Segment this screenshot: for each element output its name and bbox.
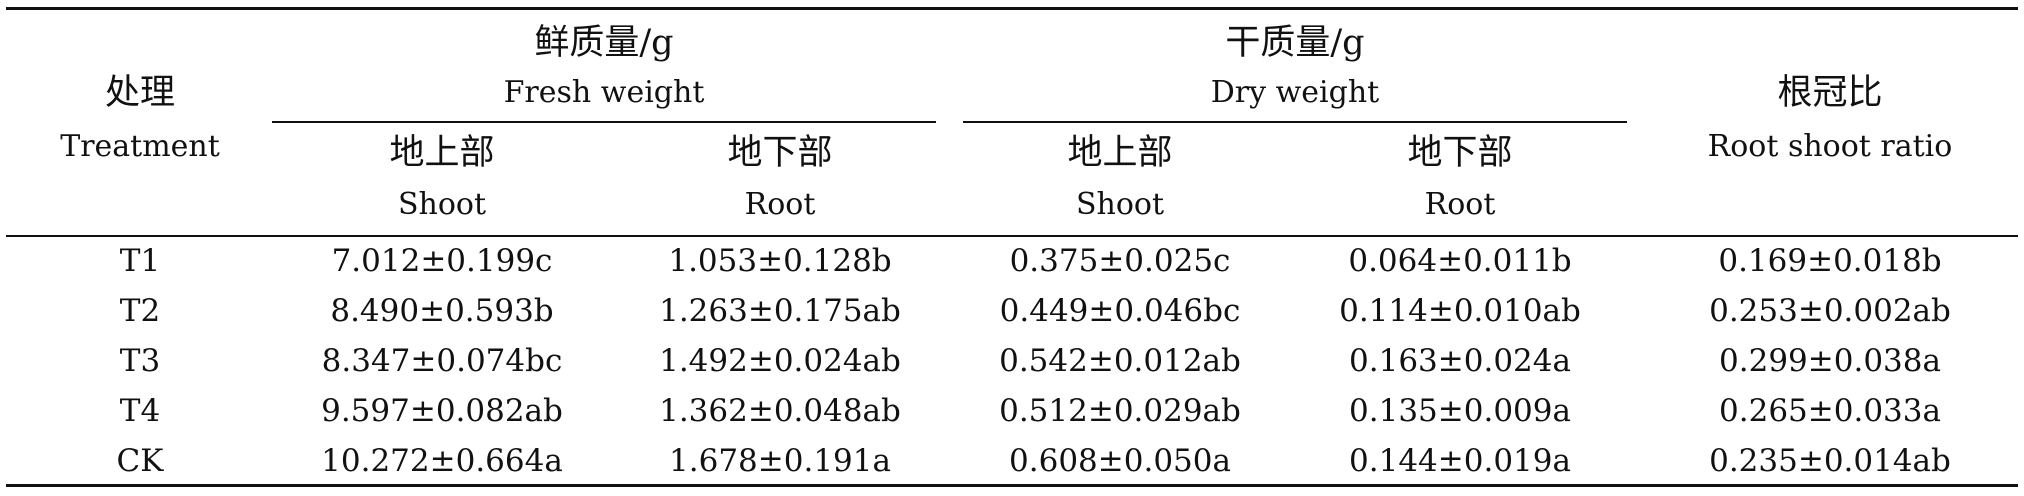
cell-ratio: 0.235±0.014ab: [1709, 443, 1951, 479]
cell-fresh-shoot: 9.597±0.082ab: [321, 393, 563, 429]
cell-ratio: 0.253±0.002ab: [1709, 293, 1951, 329]
header-fresh-weight-zh: 鲜质量/g: [534, 23, 674, 63]
header-treatment-en: Treatment: [60, 129, 220, 164]
cell-dry-shoot: 0.449±0.046bc: [999, 293, 1241, 329]
dry-weight-group-rule: [963, 121, 1627, 123]
subheader-fresh-shoot-zh: 地上部: [389, 133, 495, 173]
cell-dry-root: 0.114±0.010ab: [1339, 293, 1581, 329]
cell-dry-root: 0.064±0.011b: [1348, 243, 1572, 279]
header-ratio-en: Root shoot ratio: [1707, 129, 1953, 164]
subheader-dry-shoot-en: Shoot: [1075, 187, 1165, 222]
cell-dry-shoot: 0.512±0.029ab: [999, 393, 1241, 429]
cell-dry-shoot: 0.608±0.050a: [1009, 443, 1231, 479]
cell-treatment: T3: [119, 343, 161, 379]
fresh-weight-group-rule: [272, 121, 936, 123]
cell-fresh-root: 1.362±0.048ab: [659, 393, 901, 429]
cell-ratio: 0.299±0.038a: [1719, 343, 1941, 379]
cell-fresh-root: 1.263±0.175ab: [659, 293, 901, 329]
cell-fresh-root: 1.492±0.024ab: [659, 343, 901, 379]
header-fresh-weight-en: Fresh weight: [503, 75, 705, 110]
subheader-fresh-shoot-en: Shoot: [397, 187, 487, 222]
table-bottom-rule: [6, 484, 2018, 487]
header-treatment-zh: 处理: [104, 73, 175, 113]
table-top-rule: [6, 7, 2018, 10]
cell-ratio: 0.265±0.033a: [1719, 393, 1941, 429]
cell-fresh-root: 1.678±0.191a: [669, 443, 891, 479]
cell-dry-root: 0.135±0.009a: [1349, 393, 1571, 429]
cell-fresh-shoot: 7.012±0.199c: [331, 243, 553, 279]
subheader-dry-root-zh: 地下部: [1407, 133, 1513, 173]
cell-fresh-shoot: 8.347±0.074bc: [321, 343, 563, 379]
subheader-fresh-root-zh: 地下部: [727, 133, 833, 173]
cell-fresh-shoot: 10.272±0.664a: [321, 443, 563, 479]
cell-treatment: T1: [119, 243, 161, 279]
header-dry-weight-zh: 干质量/g: [1225, 23, 1365, 63]
cell-dry-root: 0.163±0.024a: [1349, 343, 1571, 379]
cell-fresh-shoot: 8.490±0.593b: [330, 293, 554, 329]
cell-dry-root: 0.144±0.019a: [1349, 443, 1571, 479]
cell-treatment: T4: [119, 393, 161, 429]
subheader-dry-root-en: Root: [1424, 187, 1496, 222]
cell-ratio: 0.169±0.018b: [1718, 243, 1942, 279]
cell-fresh-root: 1.053±0.128b: [668, 243, 892, 279]
cell-treatment: CK: [116, 443, 164, 479]
cell-dry-shoot: 0.375±0.025c: [1009, 243, 1231, 279]
cell-dry-shoot: 0.542±0.012ab: [999, 343, 1241, 379]
cell-treatment: T2: [119, 293, 161, 329]
header-dry-weight-en: Dry weight: [1210, 75, 1380, 110]
subheader-fresh-root-en: Root: [744, 187, 816, 222]
subheader-dry-shoot-zh: 地上部: [1067, 133, 1173, 173]
header-ratio-zh: 根冠比: [1777, 73, 1883, 113]
header-bottom-rule: [6, 235, 2018, 237]
